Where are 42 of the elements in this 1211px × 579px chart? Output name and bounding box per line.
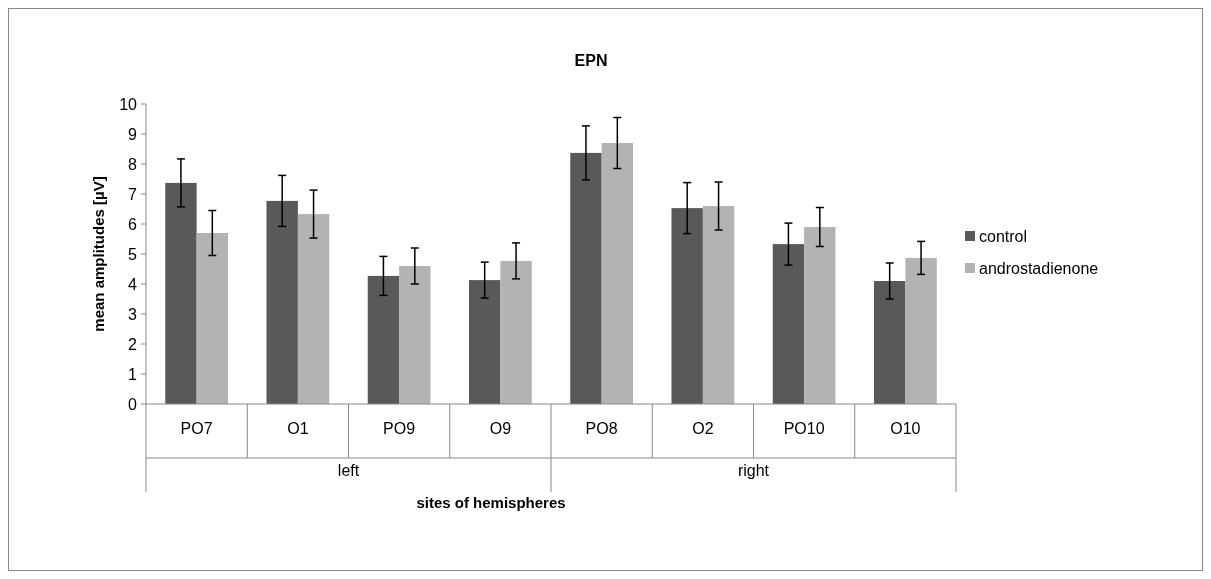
- bar: [500, 260, 532, 404]
- bar: [601, 143, 634, 404]
- y-tick-label: 1: [128, 365, 138, 383]
- y-tick-label: 2: [128, 335, 138, 353]
- bar: [804, 227, 836, 404]
- bar: [266, 200, 298, 404]
- y-tick-label: 7: [128, 185, 138, 203]
- bar: [367, 275, 400, 404]
- y-tick-label: 3: [128, 305, 138, 323]
- legend-label: control: [979, 227, 1028, 245]
- y-tick-label: 9: [128, 125, 138, 143]
- x-tick-label: PO7: [180, 420, 213, 437]
- x-tick-label: O1: [287, 420, 309, 437]
- x-tick-label: O10: [890, 420, 921, 437]
- bar: [772, 244, 805, 404]
- x-tick-label: O9: [489, 420, 512, 437]
- legend-label: androstadienone: [979, 259, 1099, 277]
- bar: [165, 182, 197, 404]
- y-tick-label: 4: [128, 275, 138, 293]
- bar: [196, 233, 229, 404]
- y-tick-label: 8: [128, 155, 138, 173]
- y-axis-title: mean amplitudes [µV]: [90, 176, 107, 332]
- bar: [297, 214, 330, 404]
- bar: [702, 206, 735, 404]
- x-tick-label: PO9: [383, 420, 416, 437]
- x-axis-title: sites of hemispheres: [416, 494, 566, 511]
- bar: [905, 257, 937, 404]
- text: right: [737, 462, 770, 479]
- bar: [570, 152, 602, 404]
- y-tick-label: 6: [128, 215, 138, 233]
- x-tick-label: PO10: [783, 420, 825, 437]
- bar: [468, 280, 501, 404]
- chart-title: EPN: [574, 52, 608, 69]
- y-tick-label: 0: [128, 395, 138, 413]
- x-tick-label: O2: [692, 420, 714, 437]
- text: left: [337, 462, 360, 479]
- x-tick-label: PO8: [585, 420, 618, 437]
- bar: [873, 281, 906, 404]
- y-tick-label: 10: [119, 95, 138, 113]
- y-tick-label: 5: [128, 245, 138, 263]
- bar: [671, 208, 703, 404]
- bar: [399, 266, 431, 404]
